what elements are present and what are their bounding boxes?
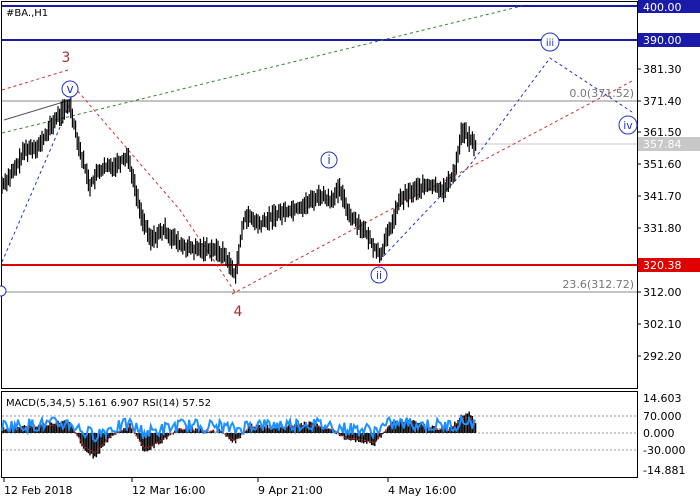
- time-label: 12 Mar 16:00: [132, 484, 205, 497]
- price-tick: 381.30: [643, 63, 682, 76]
- wave-ii-text: ii: [376, 269, 382, 282]
- wave-iv-text: iv: [623, 119, 633, 132]
- indicator-tick: 14.603: [643, 392, 682, 405]
- price-tick: 331.80: [643, 222, 682, 235]
- price-badge-text: 320.38: [643, 259, 682, 272]
- time-label: 9 Apr 21:00: [258, 484, 323, 497]
- wave-ii-label: ii: [370, 266, 388, 284]
- wave-i-text: i: [327, 153, 330, 167]
- wave-i-label: i: [320, 151, 338, 169]
- price-tick: 351.60: [643, 158, 682, 171]
- price-tick: 312.00: [643, 286, 682, 299]
- price-badge-text: 357.84: [643, 138, 682, 151]
- price-tick: 341.70: [643, 190, 682, 203]
- fib-bottom-label: 23.6(312.72): [562, 278, 634, 291]
- fib-top-label: 0.0(371.52): [569, 87, 634, 100]
- price-tick: 361.50: [643, 126, 682, 139]
- price-badge-320: 320.38: [638, 258, 700, 272]
- green-trend-line[interactable]: [1, 5, 523, 134]
- indicator-tick: -14.881: [643, 464, 685, 477]
- time-label: 4 May 16:00: [388, 484, 456, 497]
- price-tick: 292.20: [643, 350, 682, 363]
- rsi-line: [1, 414, 477, 443]
- time-axis: 12 Feb 2018 12 Mar 16:00 9 Apr 21:00 4 M…: [3, 478, 456, 497]
- price-badge-390: 390.00: [638, 33, 700, 47]
- wave-iii-text: iii: [546, 38, 554, 49]
- wave-iii-forecast-path: [379, 57, 633, 261]
- wave-iii-label: iii: [540, 32, 560, 52]
- price-series: [1, 97, 477, 284]
- wave-v-label: v: [61, 80, 79, 98]
- indicator-tick: 0.000: [643, 427, 675, 440]
- gray-trend-line: [3, 99, 71, 121]
- wave-v-text: v: [66, 82, 73, 96]
- time-label: 12 Feb 2018: [4, 484, 72, 497]
- wave-3-4-path: [69, 81, 236, 293]
- wave-4-label: 4: [234, 304, 243, 320]
- price-badge-400: 400.00: [638, 0, 700, 14]
- indicator-tick: 70.000: [643, 410, 682, 423]
- indicator-tick: -30.000: [643, 444, 685, 457]
- indicator-axis: 14.603 70.000 0.000 -30.000 -14.881: [643, 392, 685, 477]
- price-tick: 371.40: [643, 95, 682, 108]
- symbol-label: #BA.,H1: [6, 8, 48, 19]
- wave-3-label: 3: [62, 50, 71, 66]
- main-chart-frame: [1, 1, 638, 389]
- wave-iv-label: iv: [618, 115, 638, 135]
- wave-left-edge-marker: [0, 285, 7, 297]
- price-badge-text: 400.00: [643, 1, 682, 14]
- indicator-label: MACD(5,34,5) 5.161 6.907 RSI(14) 57.52: [6, 398, 211, 409]
- price-tick: 302.10: [643, 318, 682, 331]
- red-channel-line[interactable]: [231, 79, 635, 295]
- price-badge-text: 390.00: [643, 34, 682, 47]
- wave-forecast-path: [1, 103, 71, 263]
- price-axis: 381.30 371.40 361.50 351.60 341.70 331.8…: [637, 63, 682, 363]
- price-badge-current: 357.84: [638, 137, 700, 151]
